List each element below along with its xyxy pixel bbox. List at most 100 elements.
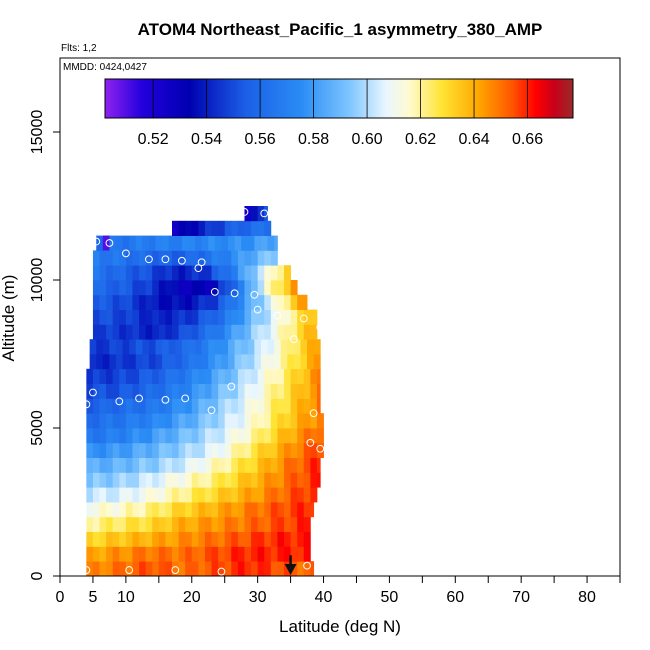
heatmap-cell — [99, 280, 107, 296]
heatmap-cell — [300, 354, 308, 370]
heatmap-cell — [237, 220, 245, 236]
heatmap-cell — [257, 383, 265, 399]
heatmap-cell — [158, 457, 166, 473]
heatmap-cell — [264, 383, 272, 399]
heatmap-cell — [297, 398, 305, 414]
heatmap-cell — [185, 531, 193, 547]
heatmap-cell — [195, 339, 203, 355]
heatmap-cell — [198, 368, 206, 384]
heatmap-cell — [251, 442, 259, 458]
heatmap-cell — [112, 324, 120, 340]
heatmap-cell — [277, 502, 285, 518]
heatmap-cell — [119, 250, 127, 266]
heatmap-cell — [139, 428, 147, 444]
heatmap-cell — [270, 383, 278, 399]
colorbar-tick-label: 0.66 — [512, 131, 543, 148]
sample-point — [161, 255, 170, 264]
heatmap-cell — [204, 398, 212, 414]
heatmap-cell — [172, 531, 179, 547]
heatmap-cell — [112, 398, 120, 414]
heatmap-cell — [119, 368, 127, 384]
heatmap-cell — [198, 502, 206, 518]
heatmap-cell — [99, 383, 107, 399]
heatmap-cell — [172, 309, 179, 325]
heatmap-cell — [237, 457, 245, 473]
heatmap-cell — [145, 531, 153, 547]
heatmap-cell — [185, 472, 193, 488]
colorbar-tick-label: 0.62 — [405, 131, 436, 148]
heatmap-cell — [244, 309, 252, 325]
heatmap-cell — [99, 368, 107, 384]
heatmap-cell — [132, 383, 140, 399]
heatmap-cell — [237, 265, 245, 281]
heatmap-cell — [112, 546, 120, 562]
heatmap-cell — [264, 309, 272, 325]
heatmap-cell — [244, 457, 252, 473]
heatmap-cell — [277, 368, 285, 384]
heatmap-cell — [145, 487, 153, 503]
y-axis: 0 5000 10000 15000 — [29, 110, 60, 580]
heatmap-cell — [251, 516, 259, 532]
heatmap-cell — [145, 502, 153, 518]
heatmap-cell — [178, 472, 186, 488]
heatmap-cell — [303, 428, 311, 444]
heatmap-cell — [284, 294, 291, 310]
heatmap-cell — [297, 442, 305, 458]
heatmap-cell — [208, 354, 216, 370]
heatmap-cell — [142, 354, 150, 370]
heatmap-cell — [297, 428, 305, 444]
heatmap-cell — [198, 457, 206, 473]
heatmap-cell — [218, 309, 226, 325]
heatmap-cell — [277, 280, 285, 296]
heatmap-cell — [244, 324, 252, 340]
heatmap-cell — [293, 339, 301, 355]
heatmap-cell — [191, 265, 199, 281]
x-tick-label: 10 — [117, 589, 135, 606]
sample-point — [240, 208, 249, 216]
sample-point — [145, 255, 153, 264]
heatmap-cell — [244, 561, 252, 577]
heatmap-cell — [251, 220, 259, 236]
colorbar-tick-label: 0.64 — [458, 131, 489, 148]
heatmap-cell — [284, 383, 291, 399]
heatmap-cell — [99, 324, 107, 340]
heatmap-cell — [119, 413, 127, 429]
heatmap-cell — [185, 368, 193, 384]
heatmap-cell — [165, 368, 173, 384]
heatmap-cell — [152, 516, 160, 532]
heatmap-cell — [125, 502, 133, 518]
heatmap-cell — [277, 413, 285, 429]
heatmap-cell — [132, 324, 140, 340]
x-tick-label: 80 — [578, 589, 596, 606]
heatmap-cell — [152, 531, 160, 547]
heatmap-cell — [145, 265, 153, 281]
heatmap-cell — [277, 472, 285, 488]
heatmap-cell — [185, 516, 193, 532]
heatmap-cell — [277, 516, 285, 532]
heatmap-cell — [264, 428, 272, 444]
heatmap-cell — [92, 265, 100, 281]
heatmap-cell — [152, 309, 160, 325]
heatmap-cell — [145, 324, 153, 340]
heatmap-cell — [135, 354, 143, 370]
heatmap-cell — [92, 502, 100, 518]
heatmap-cell — [277, 561, 285, 577]
heatmap-cell — [122, 235, 130, 251]
heatmap-cell — [185, 487, 193, 503]
sample-point — [217, 567, 226, 576]
heatmap-cell — [116, 339, 123, 355]
sample-point — [92, 237, 101, 246]
heatmap-cell — [112, 428, 120, 444]
heatmap-cell — [244, 220, 252, 236]
heatmap-cell — [165, 561, 173, 577]
heatmap-cell — [224, 368, 232, 384]
heatmap-cell — [198, 472, 206, 488]
heatmap-cell — [172, 280, 179, 296]
heatmap-cell — [125, 472, 133, 488]
colorbar — [104, 78, 574, 119]
heatmap-cell — [106, 561, 114, 577]
heatmap-cell — [178, 428, 186, 444]
heatmap-cell — [125, 294, 133, 310]
heatmap-cell — [254, 339, 262, 355]
heatmap-cell — [198, 383, 206, 399]
